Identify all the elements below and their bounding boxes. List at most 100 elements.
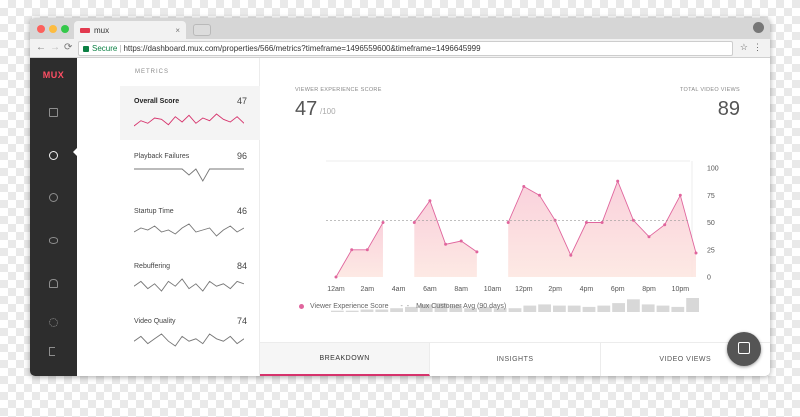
tab-title: mux (94, 25, 110, 35)
views-label: TOTAL VIDEO VIEWS (679, 87, 740, 93)
legend-dot-icon (299, 304, 304, 309)
data-point (428, 199, 432, 203)
x-tick-label: 6pm (611, 286, 625, 293)
mux-logo[interactable]: MUX (42, 70, 65, 80)
metric-value: 96 (236, 151, 247, 161)
area-fill (414, 200, 477, 277)
bookmark-star-icon[interactable]: ☆ (739, 42, 748, 52)
close-window-button[interactable] (37, 25, 45, 33)
data-point (522, 185, 526, 188)
back-button[interactable]: ← (36, 42, 46, 53)
profile-icon[interactable] (753, 22, 764, 33)
bell-icon[interactable] (49, 279, 58, 288)
sparkline-path (134, 113, 244, 127)
metric-item[interactable]: Startup Time 46 (120, 196, 260, 250)
metric-label: Startup Time (134, 208, 174, 215)
score-value: 47 (295, 98, 318, 120)
metric-label: Rebuffering (134, 263, 171, 270)
metric-item[interactable]: Video Quality 74 (120, 306, 260, 360)
views-bar (553, 305, 566, 312)
folder-icon[interactable] (49, 108, 58, 117)
maximize-window-button[interactable] (61, 25, 69, 33)
data-point (350, 248, 354, 252)
chart-icon[interactable] (49, 151, 58, 160)
views-bar (479, 306, 492, 312)
metric-sparkline (134, 113, 244, 127)
views-bar (464, 308, 477, 312)
chat-icon (738, 342, 750, 354)
metric-label: Playback Failures (134, 153, 190, 160)
x-tick-label: 10pm (672, 286, 690, 293)
browser-tabbar: mux × (30, 18, 770, 39)
metric-value: 46 (236, 206, 247, 216)
data-point (694, 251, 698, 255)
views-bar (331, 310, 344, 312)
tab-close-icon[interactable]: × (175, 25, 180, 35)
x-tick-label: 8pm (642, 286, 656, 293)
y-tick-label: 100 (707, 166, 719, 173)
main-panel: VIEWER EXPERIENCE SCORE 47 /100 TOTAL VI… (260, 58, 770, 376)
x-tick-label: 2pm (548, 286, 562, 293)
metric-item[interactable]: Rebuffering 84 (120, 251, 260, 305)
forward-button[interactable]: → (50, 42, 60, 53)
views-bar (641, 304, 655, 312)
new-tab-button[interactable] (193, 24, 211, 36)
data-point (475, 250, 479, 254)
sparkline-path (134, 333, 244, 347)
secure-label: Secure (92, 44, 118, 53)
tab-breakdown[interactable]: BREAKDOWN (260, 343, 431, 376)
views-bar (345, 310, 359, 312)
metric-value: 47 (236, 96, 247, 106)
browser-tab[interactable]: mux × (74, 21, 186, 39)
eye-icon[interactable] (49, 237, 58, 244)
alert-icon[interactable] (49, 193, 58, 202)
data-point (678, 193, 682, 197)
chart-legend: Viewer Experience Score - - Mux Customer… (299, 303, 506, 310)
data-point (459, 239, 463, 243)
tab-insights[interactable]: INSIGHTS (430, 343, 601, 376)
data-point (538, 193, 541, 197)
views-bar (360, 309, 374, 312)
tab-video-views[interactable]: VIDEO VIEWS (659, 356, 712, 363)
views-bar (419, 304, 433, 312)
url-separator: | (119, 44, 122, 53)
y-tick-label: 75 (707, 193, 715, 200)
logout-icon[interactable] (49, 347, 55, 356)
gear-icon[interactable] (49, 318, 58, 327)
sparkline-path (134, 168, 244, 182)
legend-score: Viewer Experience Score (310, 303, 389, 310)
x-tick-label: 6am (423, 286, 437, 293)
x-tick-label: 10am (484, 286, 502, 293)
views-bar (612, 303, 625, 312)
views-bar (686, 298, 699, 312)
data-point (569, 253, 573, 257)
score-label: VIEWER EXPERIENCE SCORE (295, 87, 382, 93)
metrics-title: METRICS (135, 69, 169, 75)
views-bar (405, 306, 418, 312)
y-tick-label: 50 (707, 220, 715, 227)
data-point (334, 275, 338, 279)
x-tick-label: 8am (454, 286, 468, 293)
views-bar (656, 305, 670, 312)
minimize-window-button[interactable] (49, 25, 57, 33)
url-input[interactable]: Secure | https://dashboard.mux.com/prope… (78, 41, 733, 56)
metric-label: Video Quality (134, 318, 176, 325)
y-tick-label: 25 (707, 247, 715, 254)
chat-button[interactable] (727, 332, 761, 366)
data-point (600, 221, 604, 224)
data-point (365, 248, 369, 252)
views-bar (567, 305, 581, 312)
browser-menu-icon[interactable]: ⋮ (753, 42, 762, 52)
metric-item[interactable]: Playback Failures 96 (120, 141, 260, 195)
metric-value: 84 (236, 261, 247, 271)
mux-favicon-icon (80, 27, 90, 33)
views-bar (597, 305, 611, 312)
views-bar (627, 299, 640, 312)
reload-button[interactable]: ⟳ (64, 42, 73, 53)
views-bar (538, 304, 551, 312)
score-chart[interactable]: 0 25 50 75 100 12am 2am 4am 6am 8am 10am 12pm 2pm 4pm… (260, 58, 770, 342)
area-fill (336, 222, 383, 277)
views-bar (582, 306, 596, 312)
